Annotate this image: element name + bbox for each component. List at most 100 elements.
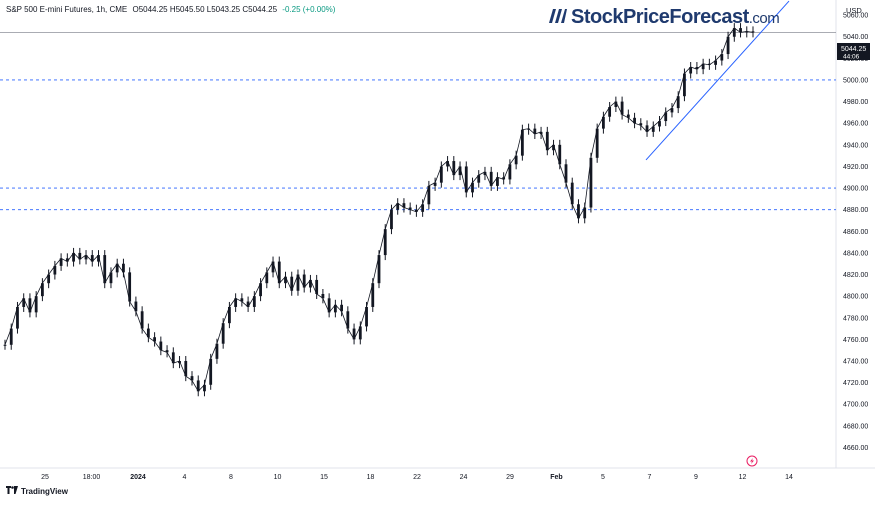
y-tick-label: 4660.00: [843, 445, 868, 452]
price-candle: [545, 131, 549, 151]
price-candle: [234, 298, 238, 307]
price-candle: [302, 274, 306, 288]
price-candle: [489, 171, 493, 186]
price-candle: [371, 283, 375, 307]
price-candle: [458, 166, 462, 176]
y-tick-label: 4720.00: [843, 380, 868, 387]
y-tick-label: 4960.00: [843, 121, 868, 128]
price-candle: [595, 128, 599, 158]
trendline-segment[interactable]: [645, 0, 790, 161]
y-tick-label: 4700.00: [843, 402, 868, 409]
price-candle: [9, 328, 13, 345]
price-candle: [570, 182, 574, 205]
y-tick-label: 4920.00: [843, 164, 868, 171]
y-tick-label: 4680.00: [843, 423, 868, 430]
price-candle: [327, 298, 331, 313]
price-candle: [645, 125, 649, 132]
price-candle: [140, 311, 144, 329]
price-candle: [514, 155, 518, 165]
price-candle: [315, 279, 319, 294]
price-candle: [84, 255, 88, 260]
price-candle: [626, 114, 630, 118]
price-candle: [502, 177, 506, 180]
currency-label[interactable]: USD: [846, 6, 862, 15]
price-candle: [714, 60, 717, 65]
price-candle: [620, 101, 624, 115]
price-candle: [284, 276, 287, 284]
price-candle: [196, 380, 200, 392]
price-candle: [122, 263, 125, 273]
price-candle: [508, 164, 512, 180]
price-candle: [739, 28, 742, 33]
y-tick-label: 4780.00: [843, 315, 868, 322]
symbol-header: S&P 500 E-mini Futures, 1h, CME O5044.25…: [6, 5, 335, 14]
price-candle: [558, 144, 562, 165]
price-candle: [65, 258, 69, 262]
price-candle: [277, 261, 281, 284]
x-tick-label: 24: [460, 474, 468, 481]
price-candle: [533, 128, 537, 135]
price-candle: [446, 161, 449, 167]
price-candle: [477, 175, 481, 183]
price-candle: [589, 157, 593, 208]
y-tick-label: 4900.00: [843, 186, 868, 193]
tradingview-footer[interactable]: TradingView: [6, 486, 68, 496]
price-candle: [439, 166, 443, 183]
x-tick-label: 14: [785, 474, 793, 481]
price-candle: [346, 311, 350, 329]
price-candle: [115, 263, 119, 273]
x-tick-label: 18: [367, 474, 375, 481]
price-candle: [259, 283, 262, 297]
price-candle: [59, 258, 63, 266]
x-tick-label: 29: [506, 474, 514, 481]
price-candle: [209, 358, 213, 385]
price-candle: [215, 343, 219, 359]
price-candle: [602, 116, 605, 129]
x-tick-label: 12: [739, 474, 747, 481]
price-axis[interactable]: 4660.00 4680.00 4700.00 4720.00 4740.00 4760.…: [843, 13, 868, 452]
tradingview-label: TradingView: [21, 486, 68, 496]
brand-logo[interactable]: StockPriceForecast.com: [547, 5, 780, 29]
price-candle: [608, 107, 612, 117]
y-tick-label: 4980.00: [843, 99, 868, 106]
time-axis[interactable]: 25 18:00 2024 4 8 10 15 18 22 24 29 Feb 5 7 9 12 14: [41, 474, 793, 481]
y-tick-label: 4860.00: [843, 229, 868, 236]
chart-bars-icon: [547, 6, 567, 29]
price-candle: [633, 117, 636, 124]
price-candle: [683, 73, 686, 97]
y-tick-label: 4840.00: [843, 250, 868, 257]
brand-main: StockPriceForecast: [571, 5, 749, 28]
price-candle: [109, 272, 113, 284]
x-tick-label: 22: [413, 474, 421, 481]
price-candle: [252, 296, 256, 307]
price-candle: [433, 182, 437, 186]
price-candle: [16, 306, 19, 329]
x-tick-label: 2024: [130, 474, 146, 481]
last-price-badge: [837, 43, 870, 60]
price-candle: [390, 209, 393, 230]
price-candle: [396, 203, 400, 210]
price-candle: [190, 376, 194, 381]
x-tick-label: 8: [229, 474, 233, 481]
price-candle: [408, 207, 412, 210]
price-candle: [34, 296, 38, 313]
price-candle: [658, 121, 661, 127]
lightning-icon[interactable]: [746, 455, 758, 467]
trendline[interactable]: [645, 0, 790, 161]
price-candle: [290, 276, 294, 291]
price-candle: [228, 306, 231, 324]
price-candle: [483, 171, 487, 176]
price-candle: [41, 283, 44, 297]
price-candle: [520, 129, 524, 156]
symbol-title[interactable]: S&P 500 E-mini Futures, 1h, CME: [6, 5, 128, 14]
price-candle: [146, 328, 150, 338]
price-candle: [402, 203, 406, 208]
horizontal-levels: [0, 32, 836, 211]
x-tick-label: 25: [41, 474, 49, 481]
price-candle: [78, 252, 82, 260]
last-price-countdown: 44:06: [843, 54, 860, 61]
price-candle: [97, 255, 100, 262]
price-candle: [134, 301, 138, 312]
